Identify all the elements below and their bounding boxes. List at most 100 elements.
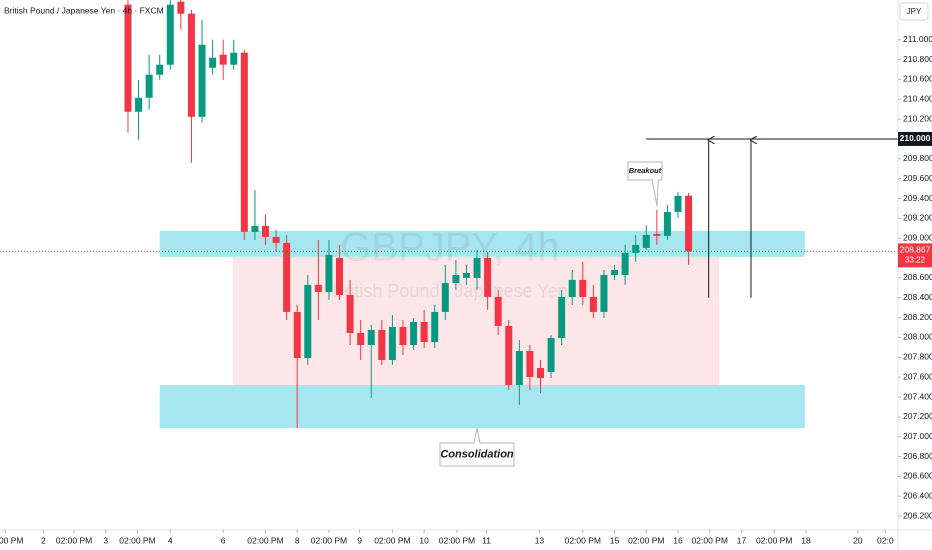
last-price-label: 208.867 [900, 245, 931, 255]
x-tick-label: 17 [737, 535, 747, 545]
y-tick-label: 206.200 [903, 510, 932, 520]
candle-body [653, 233, 661, 236]
candle-body [526, 350, 534, 378]
y-tick-label: 209.200 [903, 213, 932, 223]
x-tick-label: 02:0 [877, 535, 894, 545]
candle-body [314, 284, 322, 292]
x-tick-label: 02:00 PM [56, 535, 92, 545]
y-tick-label: 208.400 [903, 292, 932, 302]
x-tick-label: 16 [673, 535, 683, 545]
x-tick-label: 02:00 PM [374, 535, 410, 545]
candle-body [378, 330, 386, 360]
candle-body [230, 52, 238, 65]
candle-body [135, 97, 143, 112]
candle-body [441, 282, 449, 312]
y-tick-label: 209.400 [903, 193, 932, 203]
currency-box [899, 2, 929, 21]
y-tick-label: 208.600 [903, 272, 932, 282]
candle-body [558, 296, 566, 338]
x-tick-label: 02:00 PM [628, 535, 664, 545]
candle-body [272, 236, 280, 243]
y-tick-label: 208.200 [903, 312, 932, 322]
candle-body [642, 234, 650, 248]
watermark-sub: British Pound / Japanese Yen [332, 281, 567, 301]
candle-body [431, 311, 439, 343]
candle-body [484, 257, 492, 297]
candle-body [336, 257, 344, 295]
target-label: 210.000 [900, 133, 931, 143]
candle-body [251, 225, 259, 232]
y-tick-label: 207.800 [903, 352, 932, 362]
target-label-box [898, 131, 932, 146]
x-tick-label: 02:00 PM [0, 535, 23, 545]
y-tick-label: 211.000 [903, 34, 932, 44]
candle-body [283, 242, 291, 312]
candle-body [600, 274, 608, 312]
watermark: GBPJPY, 4h [340, 226, 559, 270]
y-tick-label: 207.000 [903, 431, 932, 441]
candle-body [568, 279, 576, 297]
candle-body [410, 321, 418, 345]
y-tick-label: 209.000 [903, 232, 932, 242]
zone [159, 384, 805, 429]
candle-body [293, 311, 301, 358]
x-tick-label: 02:00 PM [311, 535, 347, 545]
candle-body [346, 294, 354, 333]
y-tick-label: 207.200 [903, 411, 932, 421]
y-tick-label: 206.400 [903, 491, 932, 501]
zone [232, 256, 720, 385]
candle-body [187, 13, 195, 117]
candle-body [663, 211, 671, 236]
candle-body [473, 257, 481, 278]
candle-body [261, 225, 269, 237]
x-tick-label: 13 [535, 535, 545, 545]
candle-body [304, 284, 312, 358]
x-tick-label: 20 [853, 535, 863, 545]
candle-body [399, 326, 407, 345]
candle-body [357, 332, 365, 345]
x-tick-label: 02:00 PM [756, 535, 792, 545]
y-tick-label: 209.800 [903, 153, 932, 163]
candle-body [685, 195, 693, 252]
candle-body [452, 274, 460, 283]
candle-body [621, 252, 629, 275]
x-tick-label: 18 [801, 535, 811, 545]
y-tick-label: 210.200 [903, 113, 932, 123]
x-tick-label: 3 [103, 535, 108, 545]
candle-body [674, 195, 682, 212]
y-tick-label: 207.400 [903, 391, 932, 401]
y-tick-label: 210.400 [903, 94, 932, 104]
candle-body [145, 74, 153, 98]
candle-body [209, 57, 217, 68]
x-tick-label: 2 [41, 535, 46, 545]
currency: JPY [907, 7, 922, 16]
x-tick-label: 02:00 PM [565, 535, 601, 545]
y-tick-label: 206.600 [903, 471, 932, 481]
x-tick-label: 6 [221, 535, 226, 545]
candle-body [177, 1, 185, 14]
callout-box [439, 427, 515, 467]
candle-body [124, 4, 132, 112]
x-tick-label: 02:00 PM [119, 535, 155, 545]
candle-body [166, 4, 174, 65]
candle-body [156, 64, 164, 75]
candle-body [420, 321, 428, 343]
candle-body [547, 337, 555, 372]
candle-body [367, 330, 375, 345]
y-tick-label: 210.600 [903, 74, 932, 84]
candle-body [505, 325, 513, 385]
x-tick-label: 8 [295, 535, 300, 545]
countdown: 33:22 [905, 256, 926, 265]
x-tick-label: 15 [610, 535, 620, 545]
x-tick-label: 11 [482, 535, 491, 545]
callout-text: Consolidation [440, 448, 514, 460]
candle-body [611, 269, 619, 275]
callout-box [627, 161, 663, 207]
candle-body [325, 254, 333, 292]
x-tick-label: 10 [419, 535, 429, 545]
last-price-box [898, 243, 932, 268]
y-tick-label: 209.600 [903, 173, 932, 183]
y-tick-label: 208.000 [903, 332, 932, 342]
x-tick-label: 02:00 PM [247, 535, 283, 545]
